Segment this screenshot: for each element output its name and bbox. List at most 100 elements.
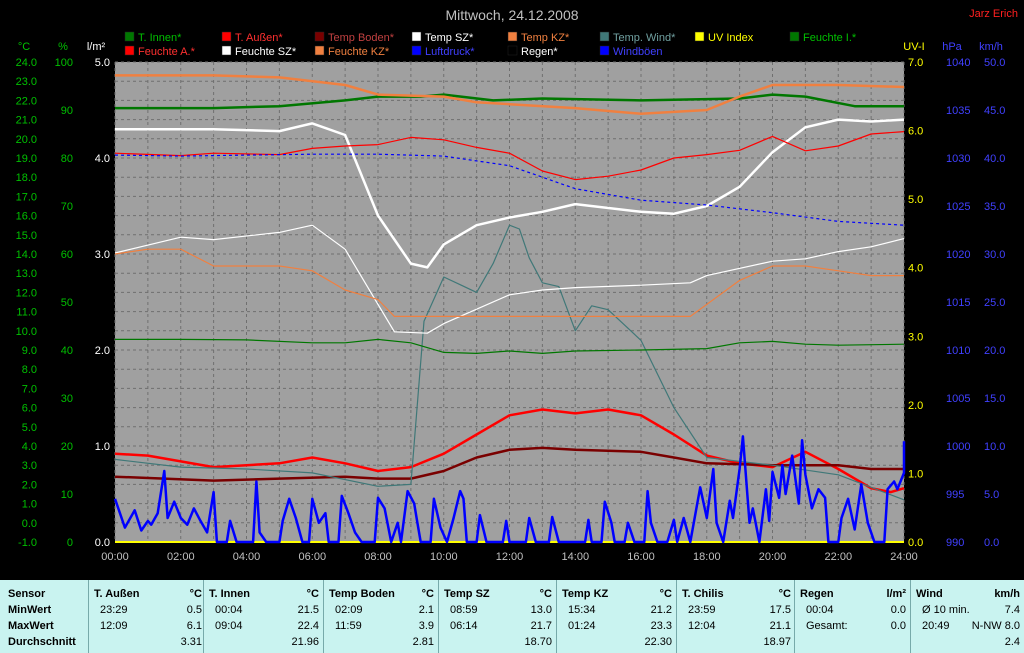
uv-tick-label: 7.0 <box>908 57 923 69</box>
series-line <box>115 74 905 116</box>
hpa-tick-label: 1000 <box>946 441 970 453</box>
column-separator <box>794 580 795 653</box>
kmh-tick-label: 5.0 <box>984 489 999 501</box>
temp-tick-label: 7.0 <box>22 383 37 395</box>
time-tick-label: 04:00 <box>233 551 261 563</box>
stat-sensor-name: Temp Boden <box>329 588 395 600</box>
pct-tick-label: 70 <box>61 201 73 213</box>
stat-max-value: 21.1 <box>769 620 791 632</box>
unit-celsius: °C <box>18 41 30 53</box>
stat-unit: km/h <box>994 588 1020 600</box>
series-line <box>114 408 905 494</box>
uv-tick-label: 4.0 <box>908 263 923 275</box>
time-tick-label: 18:00 <box>693 551 721 563</box>
stat-min-time: 15:34 <box>568 604 596 616</box>
row-label-min: MinWert <box>8 604 52 616</box>
hpa-tick-label: 990 <box>946 537 964 549</box>
time-tick-label: 00:00 <box>101 551 129 563</box>
temp-tick-label: 1.0 <box>22 499 37 511</box>
legend-swatch <box>694 31 705 42</box>
statistics-table: Sensor MinWert MaxWert Durchschnitt T. A… <box>0 580 1024 653</box>
uv-tick-label: 6.0 <box>908 126 923 138</box>
temp-tick-label: 11.0 <box>16 307 37 319</box>
series-line <box>113 435 906 544</box>
legend-swatch <box>507 45 518 56</box>
time-tick-label: 20:00 <box>759 551 787 563</box>
stat-column: T. Außen °C 23:29 0.5 12:09 6.1 3.31 <box>90 580 206 653</box>
stat-min-time: 23:59 <box>688 604 716 616</box>
stat-unit: °C <box>189 588 202 600</box>
legend-label: Windböen <box>613 46 663 58</box>
stat-sensor-name: Regen <box>800 588 834 600</box>
temp-tick-label: 4.0 <box>22 441 37 453</box>
uv-tick-label: 2.0 <box>908 400 923 412</box>
pct-tick-label: 50 <box>61 297 73 309</box>
kmh-tick-label: 20.0 <box>984 345 1005 357</box>
kmh-tick-label: 45.0 <box>984 105 1005 117</box>
temp-tick-label: 14.0 <box>16 249 37 261</box>
row-label-sensor: Sensor <box>8 588 46 600</box>
time-tick-label: 24:00 <box>890 551 918 563</box>
pct-tick-label: 10 <box>61 489 73 501</box>
legend-swatch <box>411 31 422 42</box>
series-line <box>115 93 904 110</box>
stat-min-value: 2.1 <box>418 604 434 616</box>
pct-tick-label: 20 <box>61 441 73 453</box>
stat-unit: l/m² <box>886 588 906 600</box>
legend-swatch <box>314 45 325 56</box>
series-line <box>114 224 905 501</box>
stat-max-value: 6.1 <box>186 620 202 632</box>
legend-label: Temp SZ* <box>425 32 474 44</box>
stat-average: 21.96 <box>291 636 319 648</box>
stat-average: 18.97 <box>763 636 791 648</box>
stat-min-time: 02:09 <box>335 604 363 616</box>
stat-column: T. Chilis °C 23:59 17.5 12:04 21.1 18.97 <box>678 580 795 653</box>
stat-average: 18.70 <box>524 636 552 648</box>
hpa-tick-label: 1040 <box>946 57 970 69</box>
column-separator <box>438 580 439 653</box>
stat-min-value: 13.0 <box>530 604 552 616</box>
temp-tick-label: 2.0 <box>22 479 37 491</box>
stat-max-time: Gesamt: <box>806 620 848 632</box>
pct-tick-label: 0 <box>67 537 73 549</box>
stat-sensor-name: Temp SZ <box>444 588 490 600</box>
legend-swatch <box>124 31 135 42</box>
temp-tick-label: 23.0 <box>16 76 37 88</box>
hpa-tick-label: 1015 <box>946 297 970 309</box>
stat-min-value: 0.0 <box>890 604 906 616</box>
stat-column: Regen l/m² 00:04 0.0 Gesamt: 0.0 <box>796 580 910 653</box>
legend-label: Temp KZ* <box>521 32 570 44</box>
axes-layer: 24.0 23.0 22.0 21.0 20.0 19.0 18.0 17.0 16.0 15.0… <box>16 57 1006 563</box>
stat-max-time: 11:59 <box>335 620 362 632</box>
stat-min-value: 0.5 <box>186 604 202 616</box>
stat-max-value: 0.0 <box>890 620 906 632</box>
temp-tick-label: 17.0 <box>16 191 37 203</box>
column-separator <box>910 580 911 653</box>
legend-label: Feuchte KZ* <box>328 46 390 58</box>
rain-tick-label: 1.0 <box>95 441 110 453</box>
time-tick-label: 08:00 <box>364 551 392 563</box>
kmh-tick-label: 10.0 <box>984 441 1005 453</box>
time-tick-label: 06:00 <box>299 551 327 563</box>
legend-label: T. Innen* <box>138 32 182 44</box>
stat-min-value: 21.5 <box>297 604 319 616</box>
stat-min-value: 21.2 <box>650 604 672 616</box>
stat-column: Wind km/h Ø 10 min. 7.4 20:49 N-NW 8.0 2.4 <box>912 580 1024 653</box>
legend-swatch <box>411 45 422 56</box>
legend-swatch <box>124 45 135 56</box>
hpa-tick-label: 1020 <box>946 249 970 261</box>
legend-swatch <box>507 31 518 42</box>
legend-swatch <box>789 31 800 42</box>
hpa-tick-label: 1010 <box>946 345 970 357</box>
pct-tick-label: 40 <box>61 345 73 357</box>
stat-sensor-name: T. Außen <box>94 588 140 600</box>
series-line <box>114 224 905 334</box>
legend-label: T. Außen* <box>235 32 283 44</box>
rain-tick-label: 5.0 <box>95 57 110 69</box>
legend-label: Temp. Wind* <box>613 32 676 44</box>
temp-tick-label: 13.0 <box>16 268 37 280</box>
temp-tick-label: 3.0 <box>22 460 37 472</box>
temp-tick-label: 18.0 <box>16 172 37 184</box>
kmh-tick-label: 35.0 <box>984 201 1005 213</box>
temp-tick-label: 20.0 <box>16 134 37 146</box>
